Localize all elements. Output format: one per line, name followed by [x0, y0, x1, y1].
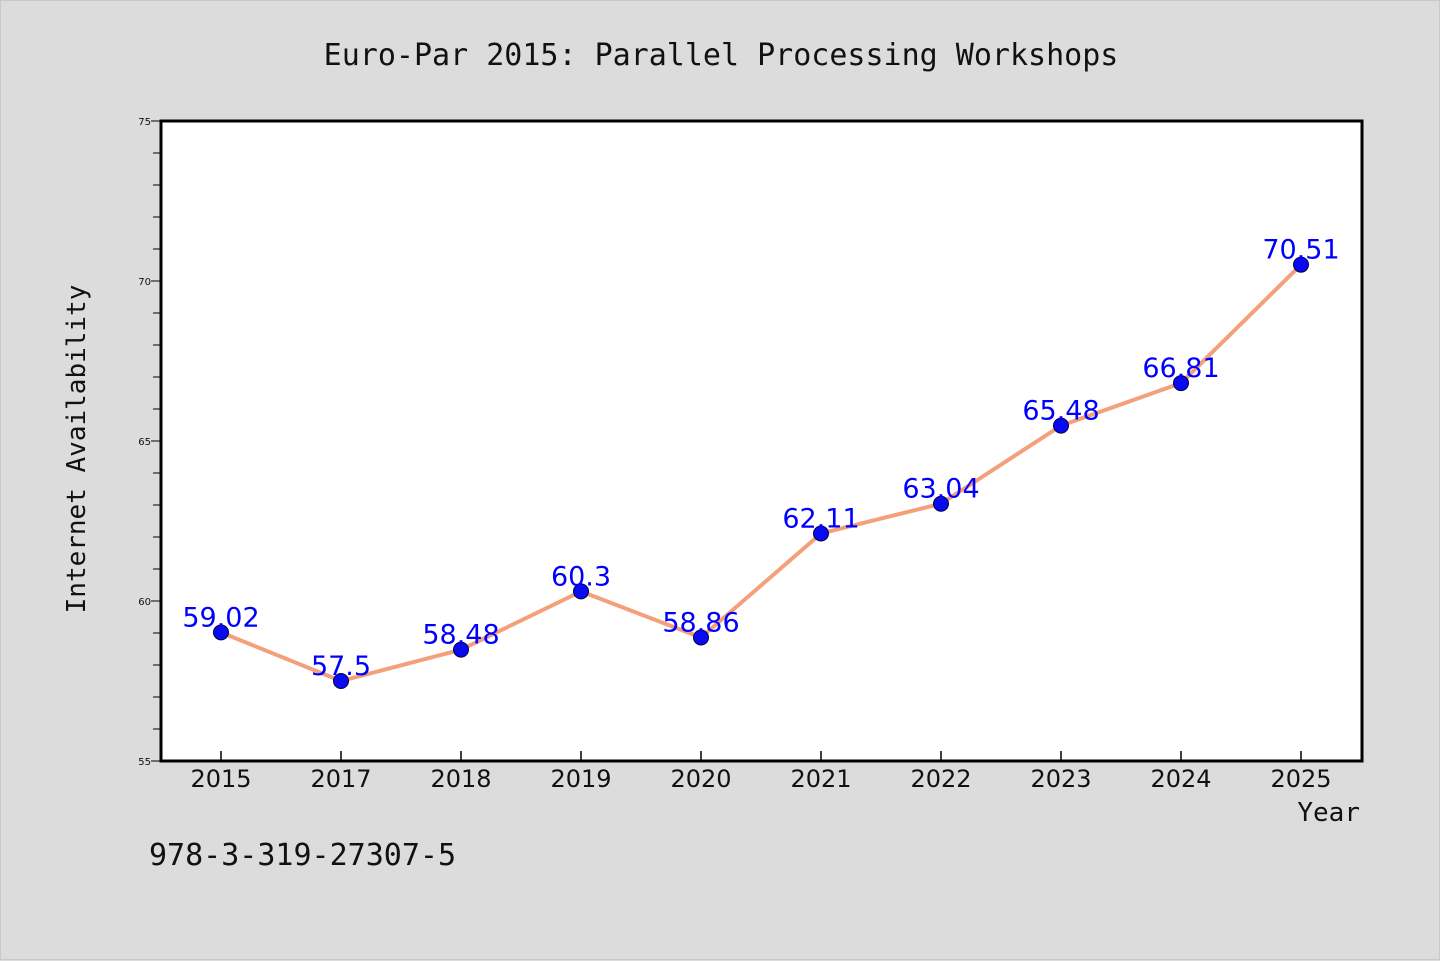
- data-label: 59.02: [182, 602, 259, 633]
- y-tick-label: 60: [138, 597, 151, 608]
- data-label: 63.04: [902, 474, 979, 505]
- isbn-annotation: 978-3-319-27307-5: [149, 838, 456, 873]
- data-label: 70.51: [1262, 235, 1339, 266]
- x-tick-label: 2015: [190, 765, 251, 793]
- data-label: 57.5: [311, 651, 371, 682]
- data-label: 66.81: [1142, 353, 1219, 384]
- x-tick-label: 2025: [1270, 765, 1331, 793]
- data-point: [333, 673, 349, 689]
- x-tick-label: 2018: [430, 765, 491, 793]
- data-point: [1053, 417, 1069, 434]
- x-tick-label: 2022: [910, 765, 971, 793]
- x-tick-label: 2017: [310, 765, 371, 793]
- data-point: [1293, 256, 1309, 273]
- data-point: [933, 495, 949, 512]
- x-tick-label: 2019: [550, 765, 611, 793]
- y-tick-label: 65: [138, 437, 151, 448]
- data-point: [1173, 375, 1189, 392]
- x-tick-label: 2024: [1150, 765, 1211, 793]
- data-label: 58.86: [662, 607, 739, 638]
- plot-area: [159, 119, 1364, 763]
- data-point: [693, 629, 709, 646]
- series-line: [220, 263, 1303, 683]
- data-label: 62.11: [782, 503, 859, 534]
- data-point: [573, 583, 589, 600]
- data-markers: [213, 256, 1309, 689]
- x-tick-label: 2021: [790, 765, 851, 793]
- data-point: [213, 624, 229, 641]
- y-axis-label: Internet Availability: [62, 285, 92, 614]
- x-tick-label: 2023: [1030, 765, 1091, 793]
- data-label: 60.3: [551, 561, 611, 592]
- data-point: [813, 525, 829, 542]
- x-axis-label: Year: [1297, 798, 1360, 828]
- y-tick-label: 70: [138, 277, 151, 288]
- data-point: [453, 641, 469, 658]
- data-labels: 59.02 57.5 58.48 60.3 58.86 62.11 63.04 65.48 66…: [182, 235, 1339, 682]
- chart-title: Euro-Par 2015: Parallel Processing Works…: [324, 38, 1119, 73]
- y-tick-label: 55: [138, 757, 151, 768]
- y-tick-label: 75: [138, 117, 151, 128]
- y-axis: 55 60 65 70 75: [138, 117, 161, 768]
- x-tick-label: 2020: [670, 765, 731, 793]
- data-label: 65.48: [1022, 396, 1099, 427]
- x-axis: 2015 2017 2018 2019 2020 2021 2022 2023 2024 2025: [190, 751, 1332, 793]
- data-label: 58.48: [422, 620, 499, 651]
